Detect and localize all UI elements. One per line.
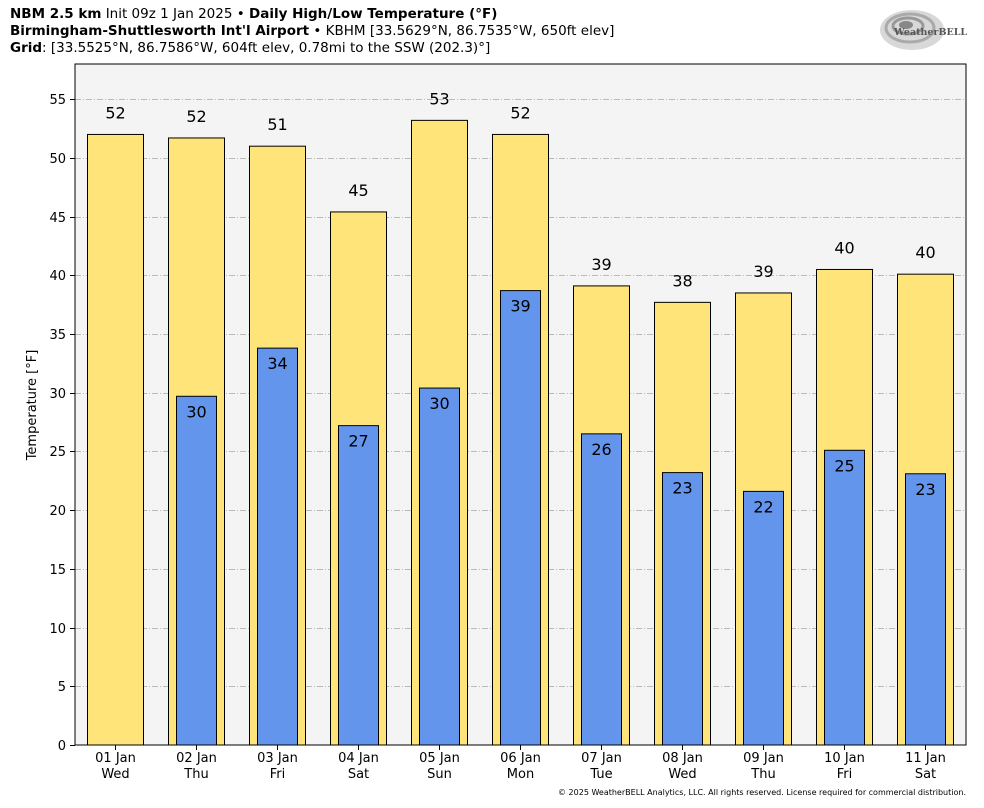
x-tick-label-date: 03 Jan xyxy=(257,751,298,766)
y-axis: 0 5 10 15 20 25 30 35 40 45 50 55 xyxy=(49,93,75,754)
high-temp-label: 39 xyxy=(591,255,611,274)
grid-label: Grid xyxy=(10,40,43,56)
low-temp-label: 26 xyxy=(591,440,611,459)
low-temp-bar xyxy=(824,449,865,746)
x-tick-label-date: 04 Jan xyxy=(338,751,379,766)
x-tick-label-date: 10 Jan xyxy=(824,751,865,766)
separator: • xyxy=(232,6,250,22)
x-tick-label-date: 09 Jan xyxy=(743,751,784,766)
low-temp-label: 22 xyxy=(753,497,773,516)
x-tick-label-weekday: Thu xyxy=(183,767,208,782)
logo-text: WeatherBELL xyxy=(893,27,967,38)
x-tick-label-weekday: Wed xyxy=(101,767,129,782)
high-temp-label: 40 xyxy=(915,243,935,262)
low-temp-label: 27 xyxy=(348,432,368,451)
init-time: Init 09z 1 Jan 2025 xyxy=(105,6,233,22)
x-tick-label-date: 11 Jan xyxy=(905,751,946,766)
x-tick-label-weekday: Thu xyxy=(750,767,775,782)
data-labels: 52 52 30 51 34 45 27 53 30 52 39 39 26 38 23 39 22 40 25 40… xyxy=(105,89,935,516)
station-name: Birmingham-Shuttlesworth Int'l Airport xyxy=(10,23,310,39)
x-tick-label-date: 02 Jan xyxy=(176,751,217,766)
copyright-notice: © 2025 WeatherBELL Analytics, LLC. All r… xyxy=(558,788,966,797)
y-tick-label: 35 xyxy=(49,328,66,343)
y-tick-label: 55 xyxy=(49,93,66,108)
x-tick-label-weekday: Mon xyxy=(507,767,534,782)
low-temp-bar xyxy=(257,347,298,746)
x-tick-label-date: 07 Jan xyxy=(581,751,622,766)
y-tick-label: 5 xyxy=(58,680,66,695)
low-temp-bar xyxy=(581,433,622,746)
high-temp-label: 52 xyxy=(510,103,530,122)
x-tick-label-weekday: Fri xyxy=(837,767,853,782)
low-temp-bar xyxy=(743,490,784,746)
low-temp-label: 30 xyxy=(186,402,206,421)
y-tick-label: 25 xyxy=(49,445,66,460)
high-temp-label: 51 xyxy=(267,115,287,134)
high-temp-label: 52 xyxy=(186,107,206,126)
low-temp-bar xyxy=(905,473,946,746)
y-tick-label: 0 xyxy=(58,739,66,754)
station-line: Birmingham-Shuttlesworth Int'l Airport •… xyxy=(10,23,614,40)
y-tick-label: 40 xyxy=(49,269,66,284)
y-tick-label: 20 xyxy=(49,504,66,519)
y-tick-label: 30 xyxy=(49,387,66,402)
low-temp-label: 25 xyxy=(834,456,854,475)
x-tick-label-weekday: Sun xyxy=(427,767,452,782)
high-temp-label: 53 xyxy=(429,89,449,108)
high-temp-label: 40 xyxy=(834,238,854,257)
low-temp-bar xyxy=(176,395,217,746)
low-temp-bar xyxy=(419,387,460,746)
x-tick-label-weekday: Sat xyxy=(915,767,936,782)
y-tick-label: 15 xyxy=(49,563,66,578)
x-tick-label-weekday: Tue xyxy=(589,767,612,782)
low-temp-bar xyxy=(338,425,379,746)
x-tick-label-weekday: Fri xyxy=(270,767,286,782)
low-temp-label: 34 xyxy=(267,354,287,373)
low-temp-label: 23 xyxy=(672,479,692,498)
weatherbell-logo: WeatherBELL xyxy=(880,10,967,50)
x-tick-label-weekday: Sat xyxy=(348,767,369,782)
high-temp-label: 52 xyxy=(105,103,125,122)
high-temp-label: 45 xyxy=(348,181,368,200)
x-tick-label-date: 05 Jan xyxy=(419,751,460,766)
y-tick-label: 45 xyxy=(49,211,66,226)
x-tick-label-date: 06 Jan xyxy=(500,751,541,766)
separator: • xyxy=(309,23,326,39)
high-temp-label: 38 xyxy=(672,271,692,290)
title-line: NBM 2.5 km Init 09z 1 Jan 2025 • Daily H… xyxy=(10,6,497,23)
station-details: KBHM [33.5629°N, 86.7535°W, 650ft elev] xyxy=(325,23,615,39)
x-tick-label-date: 01 Jan xyxy=(95,751,136,766)
low-temp-label: 23 xyxy=(915,480,935,499)
y-tick-label: 10 xyxy=(49,622,66,637)
x-tick-label-date: 08 Jan xyxy=(662,751,703,766)
grid-details: : [33.5525°N, 86.7586°W, 604ft elev, 0.7… xyxy=(42,40,491,56)
model-name: NBM 2.5 km xyxy=(10,6,102,22)
grid-line: Grid: [33.5525°N, 86.7586°W, 604ft elev,… xyxy=(10,40,490,57)
product-name: Daily High/Low Temperature (°F) xyxy=(249,6,498,22)
low-temp-bar xyxy=(500,290,541,746)
y-tick-label: 50 xyxy=(49,152,66,167)
weatherbell-swirl-logo-icon xyxy=(880,10,944,50)
low-temp-bar xyxy=(662,472,703,746)
y-axis-label: Temperature [°F] xyxy=(25,350,40,462)
high-temp-label: 39 xyxy=(753,262,773,281)
x-tick-label-weekday: Wed xyxy=(668,767,696,782)
high-temp-bar xyxy=(87,133,144,746)
low-temp-label: 39 xyxy=(510,297,530,316)
low-temp-label: 30 xyxy=(429,394,449,413)
